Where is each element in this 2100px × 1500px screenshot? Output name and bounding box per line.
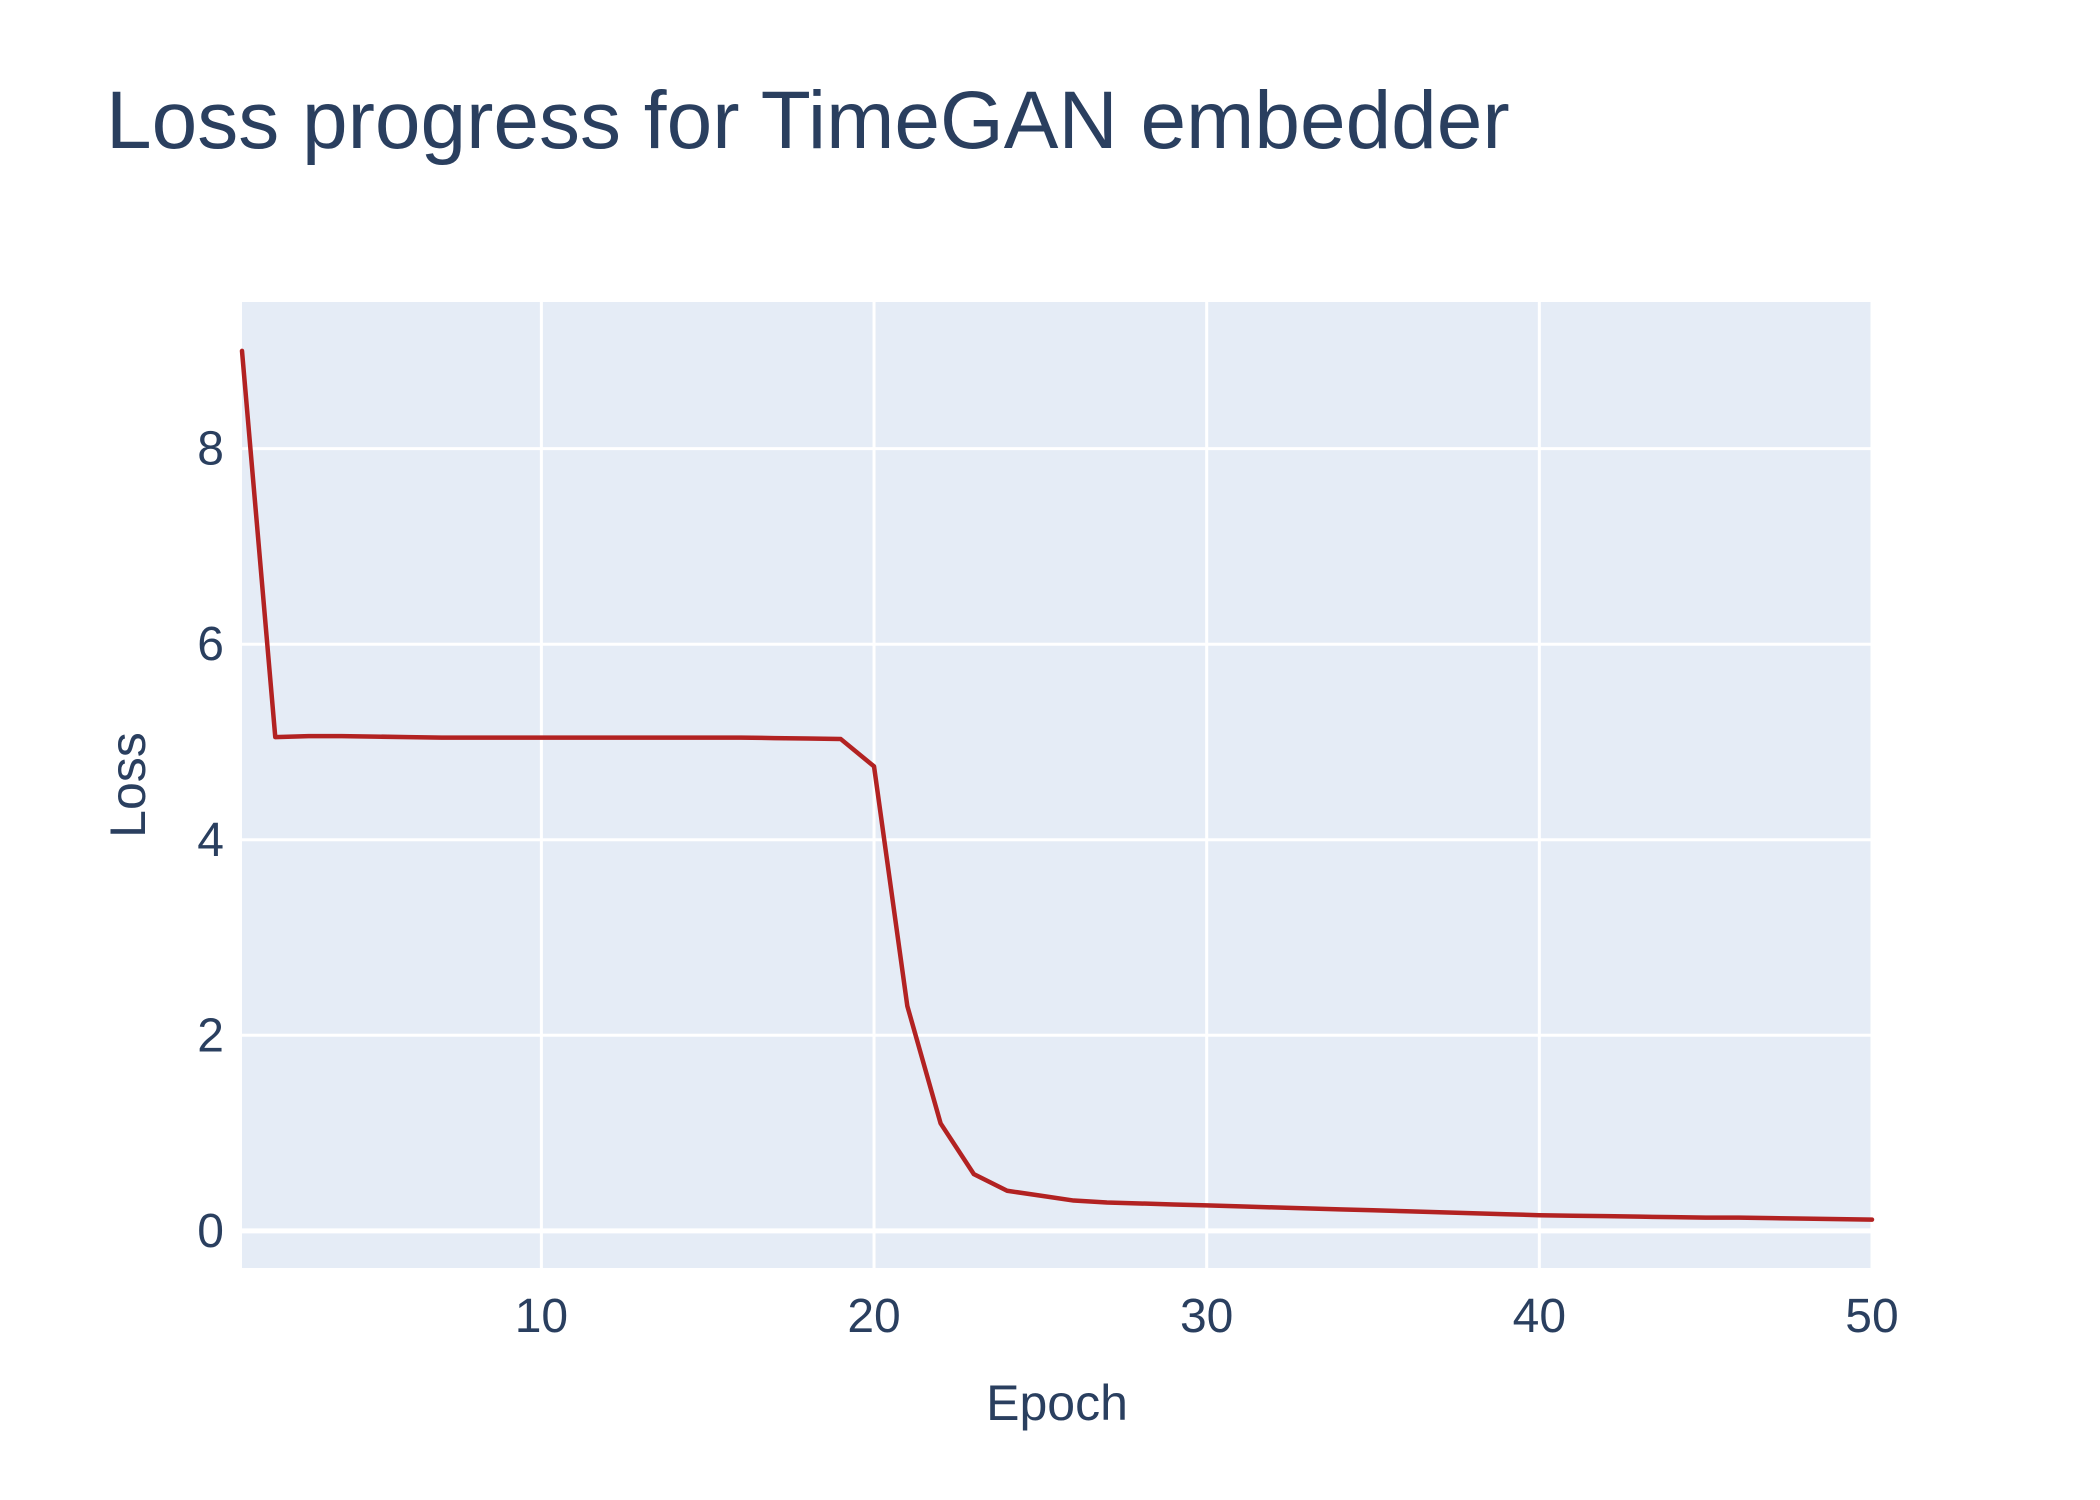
x-tick-label: 30	[1180, 1290, 1233, 1343]
y-tick-label: 0	[197, 1205, 224, 1258]
y-tick-label: 2	[197, 1009, 224, 1062]
x-axis-title: Epoch	[986, 1375, 1128, 1431]
series-layer	[239, 348, 1875, 1222]
y-tick-label: 4	[197, 814, 224, 867]
y-tick-label: 6	[197, 618, 224, 671]
x-axis-ticks: 10 20 30 40 50	[515, 1290, 1899, 1343]
grid-lines	[242, 302, 1874, 1268]
x-tick-label: 40	[1513, 1290, 1566, 1343]
y-axis-ticks: 0 2 4 6 8	[197, 423, 224, 1258]
chart-title: Loss progress for TimeGAN embedder	[106, 75, 1510, 166]
x-tick-label: 20	[847, 1290, 900, 1343]
y-axis-title: Loss	[100, 732, 156, 838]
loss-series-line	[239, 348, 1875, 1222]
y-tick-label: 8	[197, 423, 224, 476]
x-tick-label: 10	[515, 1290, 568, 1343]
x-tick-label: 50	[1845, 1290, 1898, 1343]
plot-area	[242, 302, 1872, 1268]
